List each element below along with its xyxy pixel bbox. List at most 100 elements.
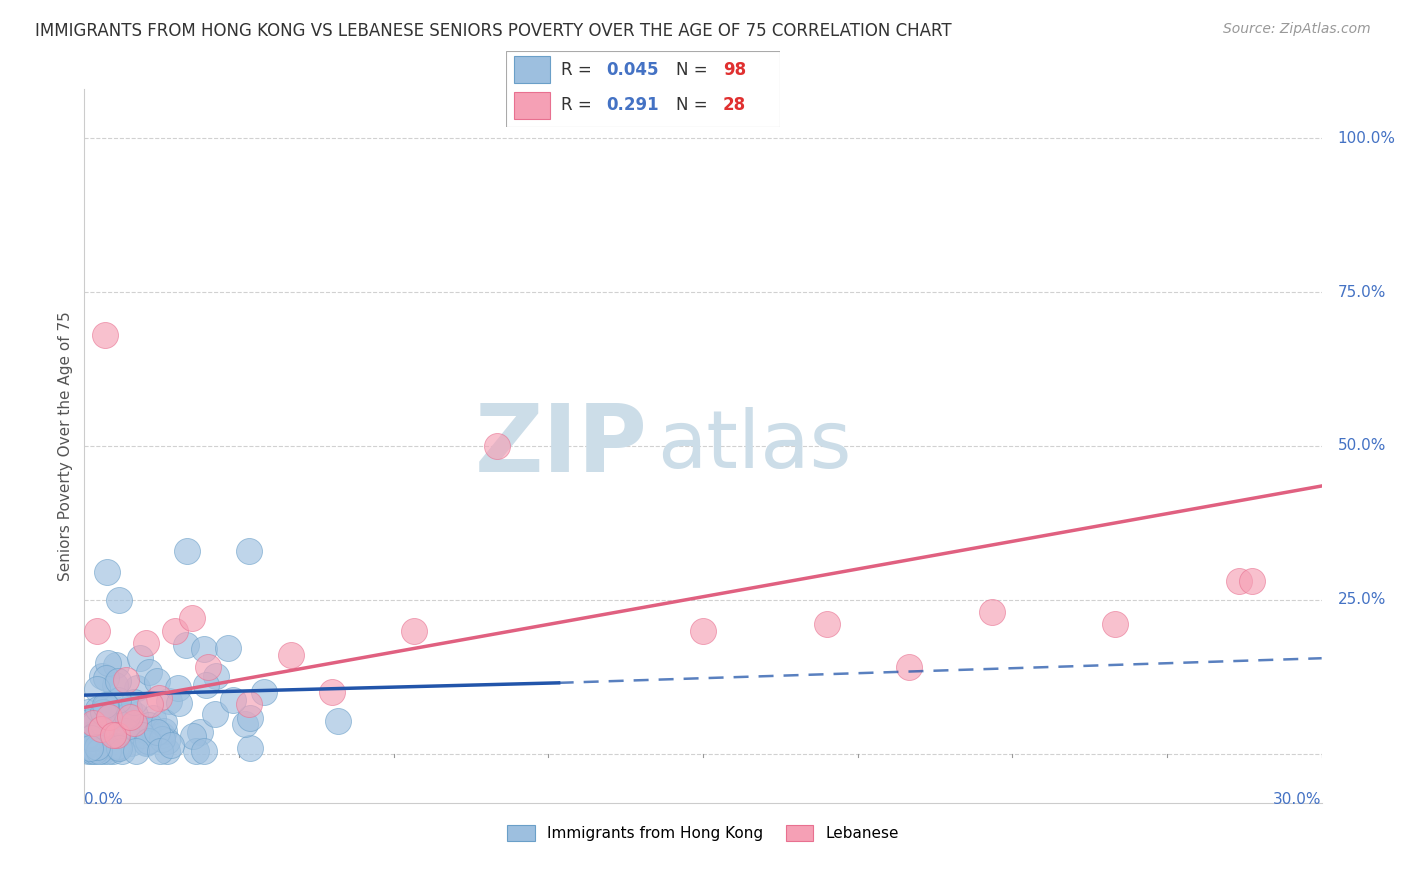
Text: atlas: atlas [657,407,852,485]
Immigrants from Hong Kong [125,743,148,757]
Lebanese [103,728,125,742]
Immigrants from Hong Kong [135,735,157,749]
Lebanese [105,728,128,742]
Immigrants from Hong Kong [204,669,226,683]
Text: R =: R = [561,96,602,114]
Text: 0.291: 0.291 [606,96,659,114]
Immigrants from Hong Kong [326,714,349,729]
Immigrants from Hong Kong [239,741,262,756]
Immigrants from Hong Kong [138,665,160,680]
Immigrants from Hong Kong [94,671,117,685]
Text: 30.0%: 30.0% [1274,792,1322,806]
FancyBboxPatch shape [506,51,780,127]
FancyBboxPatch shape [515,92,550,119]
Immigrants from Hong Kong [157,694,180,708]
Immigrants from Hong Kong [136,723,159,737]
Immigrants from Hong Kong [181,729,204,743]
Lebanese [86,624,108,638]
Immigrants from Hong Kong [94,698,117,713]
Immigrants from Hong Kong [83,716,105,731]
Text: 100.0%: 100.0% [1337,131,1396,146]
Immigrants from Hong Kong [233,717,256,731]
Lebanese [1227,574,1250,589]
Lebanese [98,709,121,723]
Immigrants from Hong Kong [125,722,148,736]
Text: N =: N = [676,61,713,78]
Immigrants from Hong Kong [77,743,100,757]
Immigrants from Hong Kong [107,673,129,688]
Immigrants from Hong Kong [150,731,173,746]
Immigrants from Hong Kong [127,727,149,741]
Immigrants from Hong Kong [125,681,148,695]
Lebanese [94,328,117,343]
Lebanese [114,673,136,687]
Immigrants from Hong Kong [193,641,215,656]
Immigrants from Hong Kong [83,739,105,754]
Text: Source: ZipAtlas.com: Source: ZipAtlas.com [1223,22,1371,37]
Lebanese [1104,617,1126,632]
Text: 28: 28 [723,96,745,114]
Immigrants from Hong Kong [91,743,114,757]
Immigrants from Hong Kong [115,709,138,723]
Immigrants from Hong Kong [79,741,101,756]
Lebanese [122,715,145,730]
Immigrants from Hong Kong [176,543,198,558]
Immigrants from Hong Kong [111,743,134,757]
Lebanese [165,624,187,638]
Immigrants from Hong Kong [131,729,153,743]
Immigrants from Hong Kong [129,650,152,665]
Immigrants from Hong Kong [97,743,120,757]
Immigrants from Hong Kong [93,722,115,736]
Immigrants from Hong Kong [104,658,127,673]
Immigrants from Hong Kong [184,743,207,757]
Immigrants from Hong Kong [87,743,110,757]
Immigrants from Hong Kong [193,743,215,757]
Immigrants from Hong Kong [221,693,243,707]
Lebanese [485,439,508,453]
Immigrants from Hong Kong [146,674,169,689]
Lebanese [82,715,104,730]
Lebanese [321,685,343,699]
Immigrants from Hong Kong [174,638,197,652]
Text: 98: 98 [723,61,745,78]
Immigrants from Hong Kong [86,731,108,746]
Lebanese [404,624,426,638]
Immigrants from Hong Kong [115,713,138,727]
Immigrants from Hong Kong [120,735,142,749]
Immigrants from Hong Kong [122,695,145,709]
Immigrants from Hong Kong [166,681,188,696]
Text: 0.0%: 0.0% [84,792,124,806]
Immigrants from Hong Kong [77,743,100,757]
Immigrants from Hong Kong [80,731,103,745]
Immigrants from Hong Kong [104,739,127,754]
Immigrants from Hong Kong [115,724,138,739]
Immigrants from Hong Kong [96,565,118,579]
Immigrants from Hong Kong [107,706,129,721]
Immigrants from Hong Kong [110,704,132,718]
Immigrants from Hong Kong [135,736,157,750]
Immigrants from Hong Kong [135,723,157,738]
Immigrants from Hong Kong [107,693,129,707]
Immigrants from Hong Kong [118,702,141,716]
Immigrants from Hong Kong [167,696,190,710]
Text: 75.0%: 75.0% [1337,285,1386,300]
Text: 0.045: 0.045 [606,61,659,78]
Immigrants from Hong Kong [195,678,218,692]
Immigrants from Hong Kong [90,668,112,682]
Immigrants from Hong Kong [97,656,120,670]
FancyBboxPatch shape [515,56,550,84]
Immigrants from Hong Kong [155,734,177,748]
Lebanese [815,617,838,632]
Immigrants from Hong Kong [79,714,101,729]
Immigrants from Hong Kong [91,717,114,731]
Immigrants from Hong Kong [111,726,134,740]
Immigrants from Hong Kong [153,715,176,730]
Immigrants from Hong Kong [239,711,262,725]
Immigrants from Hong Kong [252,685,274,699]
Immigrants from Hong Kong [136,734,159,748]
Immigrants from Hong Kong [82,729,104,743]
Immigrants from Hong Kong [124,707,146,722]
Y-axis label: Seniors Poverty Over the Age of 75: Seniors Poverty Over the Age of 75 [58,311,73,581]
Immigrants from Hong Kong [141,711,163,725]
Lebanese [90,722,112,736]
